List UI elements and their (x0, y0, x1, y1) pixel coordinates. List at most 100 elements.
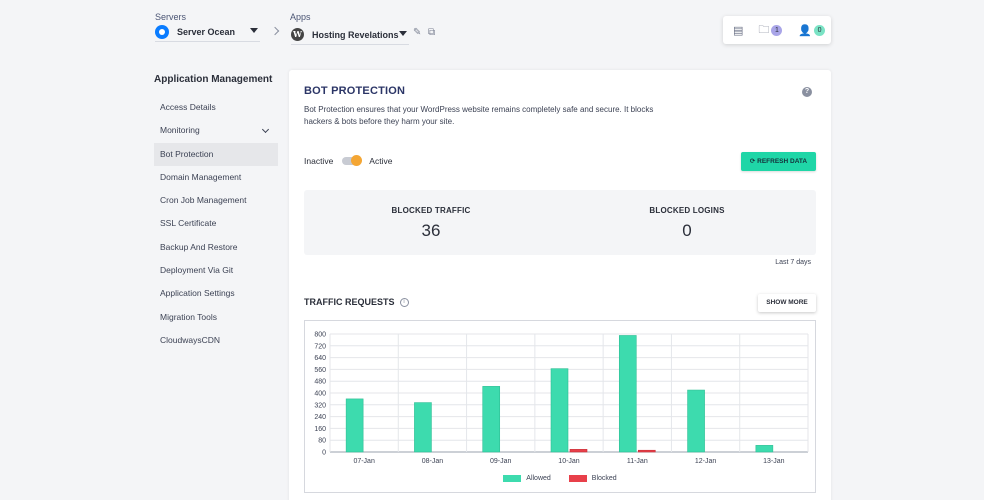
sidebar-item-label: Monitoring (160, 125, 200, 136)
projects-count-badge: 1 (771, 24, 783, 36)
y-tick-label: 560 (314, 367, 326, 374)
top-actions: ▤ 🗀 1 👤 0 (723, 16, 831, 44)
sidebar-title: Application Management (154, 74, 273, 85)
x-tick-label: 13-Jan (763, 458, 785, 465)
bar-allowed-12-jan (687, 389, 705, 453)
projects-folder-icon[interactable]: 🗀 1 (758, 21, 783, 40)
sidebar-item-label: Application Settings (160, 288, 235, 299)
help-icon[interactable]: ? (802, 87, 812, 97)
bar-allowed-07-jan (345, 398, 364, 453)
toggle-active-label: Active (369, 156, 393, 166)
sidebar-item-bot-protection[interactable]: Bot Protection (154, 142, 278, 166)
legend-item-allowed[interactable]: Allowed (503, 475, 551, 482)
sidebar-item-label: Deployment Via Git (160, 265, 234, 276)
blocked-logins-stat: BLOCKED LOGINS 0 (612, 206, 762, 241)
page-title: BOT PROTECTION (304, 85, 406, 97)
edit-pencil-icon[interactable]: ✎ (413, 27, 422, 38)
refresh-icon: ⟳ (749, 158, 756, 165)
caret-down-icon (399, 31, 407, 36)
users-count-badge: 0 (814, 24, 826, 36)
servers-label: Servers (155, 12, 187, 22)
bar-allowed-08-jan (414, 402, 432, 453)
sidebar-item-deployment-via-git[interactable]: Deployment Via Git (154, 259, 278, 282)
y-tick-label: 400 (314, 391, 326, 398)
apps-label: Apps (290, 12, 311, 22)
bot-protection-card: BOT PROTECTION ? Bot Protection ensures … (289, 70, 831, 500)
legend-label-allowed: Allowed (526, 475, 551, 482)
y-tick-label: 160 (314, 426, 326, 433)
protection-toggle-row: Inactive Active (304, 155, 393, 166)
server-name: Server Ocean (177, 26, 236, 37)
x-tick-label: 07-Jan (353, 458, 375, 465)
y-tick-label: 720 (314, 343, 326, 350)
bar-allowed-13-jan (755, 445, 774, 453)
blocked-logins-label: BLOCKED LOGINS (649, 206, 725, 215)
sidebar-item-label: Domain Management (160, 171, 242, 182)
refresh-data-label: REFRESH DATA (757, 158, 808, 165)
team-users-icon[interactable]: 👤 0 (798, 24, 826, 37)
y-tick-label: 240 (314, 414, 326, 421)
sidebar-item-backup-and-restore[interactable]: Backup And Restore (154, 236, 278, 259)
sidebar-item-cloudwayscdn[interactable]: CloudwaysCDN (154, 329, 278, 352)
blocked-logins-value: 0 (682, 221, 692, 240)
x-tick-label: 09-Jan (490, 458, 512, 465)
digitalocean-icon (155, 24, 169, 39)
show-more-button[interactable]: SHOW MORE (758, 294, 816, 312)
blocked-traffic-stat: BLOCKED TRAFFIC 36 (356, 206, 506, 241)
y-tick-label: 480 (314, 379, 326, 386)
bar-allowed-09-jan (482, 386, 501, 453)
sidebar-item-label: Migration Tools (160, 311, 218, 322)
wordpress-icon: W (291, 28, 304, 41)
chevron-right-icon (270, 26, 280, 36)
sidebar-item-migration-tools[interactable]: Migration Tools (154, 306, 278, 329)
sidebar-item-ssl-certificate[interactable]: SSL Certificate (154, 212, 278, 235)
period-label: Last 7 days (775, 259, 811, 266)
sidebar-item-application-settings[interactable]: Application Settings (154, 282, 278, 305)
caret-down-icon (250, 28, 258, 33)
sidebar-item-access-details[interactable]: Access Details (154, 96, 278, 119)
page-description: Bot Protection ensures that your WordPre… (304, 105, 654, 126)
sidebar-item-label: Cron Job Management (160, 195, 247, 206)
sidebar-item-cron-job-management[interactable]: Cron Job Management (154, 189, 278, 212)
bar-allowed-11-jan (618, 335, 637, 453)
chart-legend: Allowed Blocked (305, 475, 815, 482)
info-icon[interactable]: i (399, 297, 409, 307)
blocked-traffic-value: 36 (421, 221, 441, 240)
bar-blocked-11-jan (637, 449, 656, 453)
sidebar-item-label: Backup And Restore (160, 241, 238, 252)
sidebar-item-label: CloudwaysCDN (160, 334, 220, 345)
x-tick-label: 12-Jan (695, 458, 717, 465)
x-tick-label: 11-Jan (627, 458, 648, 465)
server-select[interactable]: Server Ocean (155, 22, 260, 42)
refresh-data-button[interactable]: ⟳ REFRESH DATA (741, 152, 816, 171)
traffic-chart: 0 80 160 240 320 400 480 560 640 720 800 07-Jan 08-J… (304, 320, 816, 493)
x-tick-label: 08-Jan (422, 458, 444, 465)
traffic-requests-label: TRAFFIC REQUESTS (304, 297, 395, 307)
legend-swatch-allowed (503, 475, 522, 482)
top-bar: Servers Server Ocean Apps W Hosting Reve… (0, 0, 984, 60)
bar-allowed-10-jan (550, 368, 569, 453)
traffic-requests-title: TRAFFIC REQUESTS i (304, 297, 409, 307)
toggle-inactive-label: Inactive (304, 156, 334, 166)
app-name: Hosting Revelations (312, 29, 399, 40)
y-tick-label: 0 (322, 450, 326, 457)
y-tick-label: 640 (314, 355, 326, 362)
sidebar-item-label: Access Details (160, 102, 216, 112)
sidebar-item-domain-management[interactable]: Domain Management (154, 166, 278, 189)
servers-list-icon[interactable]: ▤ (733, 24, 744, 37)
external-link-icon[interactable]: ⧉ (428, 27, 436, 38)
y-tick-label: 320 (314, 402, 326, 409)
app-select[interactable]: W Hosting Revelations (291, 25, 409, 45)
y-tick-label: 800 (314, 332, 326, 339)
legend-item-blocked[interactable]: Blocked (568, 475, 617, 482)
blocked-traffic-label: BLOCKED TRAFFIC (391, 206, 471, 215)
y-tick-label: 80 (318, 438, 326, 445)
sidebar-item-label: Bot Protection (160, 148, 214, 159)
traffic-chart-svg: 0 80 160 240 320 400 480 560 640 720 800 07-Jan 08-J… (314, 332, 809, 465)
legend-label-blocked: Blocked (591, 475, 617, 482)
stats-panel: BLOCKED TRAFFIC 36 BLOCKED LOGINS 0 (304, 190, 816, 255)
x-tick-label: 10-Jan (558, 458, 580, 465)
sidebar-item-monitoring[interactable]: Monitoring (154, 119, 278, 142)
legend-swatch-blocked (568, 475, 587, 482)
protection-toggle[interactable] (342, 155, 363, 166)
